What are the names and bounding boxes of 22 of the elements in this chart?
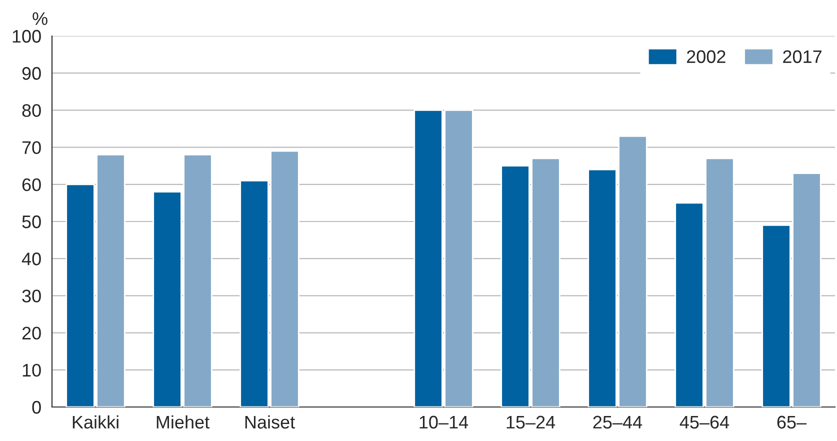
- y-tick-label: 60: [22, 178, 41, 192]
- x-tick-label: Naiset: [245, 415, 295, 429]
- x-tick-label: Kaikki: [72, 415, 118, 429]
- y-tick-label: 80: [22, 104, 41, 117]
- y-tick-label: 90: [22, 67, 41, 80]
- x-tick-label: 45–64: [680, 416, 730, 429]
- y-axis-title: %: [32, 12, 48, 25]
- y-tick-label: 100: [12, 30, 41, 43]
- y-tick-label: 20: [22, 326, 41, 340]
- y-tick-label: 50: [22, 215, 41, 228]
- x-tick-label: 25–44: [593, 416, 642, 429]
- y-tick-label: 30: [22, 290, 41, 302]
- x-tick-label: 15–24: [506, 416, 556, 429]
- x-tick-label: 65–: [777, 416, 807, 429]
- legend-label: 2017: [783, 50, 822, 64]
- y-tick-label: 70: [22, 141, 41, 154]
- y-tick-label: 40: [22, 252, 41, 266]
- y-tick-label: 10: [22, 364, 41, 377]
- legend-label: 2002: [686, 50, 726, 64]
- x-tick-label: 10–14: [420, 416, 468, 429]
- x-tick-label: Miehet: [156, 415, 210, 429]
- y-tick-label: 0: [32, 400, 41, 414]
